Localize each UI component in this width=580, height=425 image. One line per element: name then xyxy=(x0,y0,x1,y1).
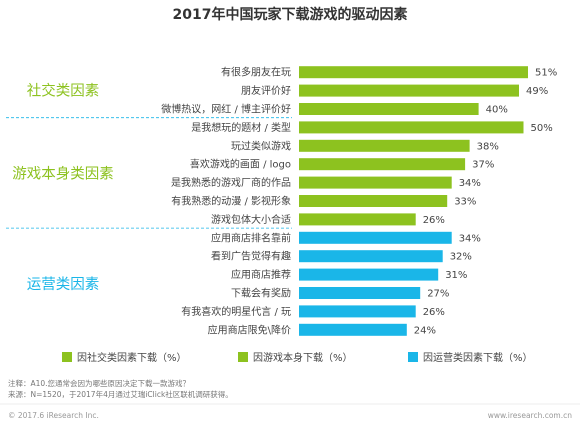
data-label: 26% xyxy=(423,215,445,226)
bar xyxy=(299,231,452,244)
category-label: 是我熟悉的游戏厂商的作品 xyxy=(171,176,291,189)
legend-label: 因社交类因素下载（%） xyxy=(77,351,187,364)
category-label: 朋友评价好 xyxy=(241,84,291,97)
category-label: 有我喜欢的明星代言 / 玩 xyxy=(181,305,291,318)
bar xyxy=(299,250,443,263)
data-label: 26% xyxy=(423,307,445,318)
data-label: 50% xyxy=(531,123,553,134)
data-label: 33% xyxy=(454,197,476,208)
source-text: 来源：N=1520，于2017年4月通过艾瑞iClick社区联机调研获得。 xyxy=(8,389,233,399)
footer-copyright: © 2017.6 iResearch Inc. xyxy=(8,411,99,420)
legend-swatch xyxy=(238,352,248,362)
bar xyxy=(299,213,416,226)
category-label: 下载会有奖励 xyxy=(231,287,291,300)
data-label: 27% xyxy=(427,289,449,300)
legend-label: 因游戏本身下载（%） xyxy=(253,351,353,364)
group-label: 社交类因素 xyxy=(27,82,100,100)
category-label: 游戏包体大小合适 xyxy=(211,213,291,226)
group-label: 游戏本身类因素 xyxy=(12,165,114,182)
category-label: 玩过类似游戏 xyxy=(231,139,291,152)
data-label: 38% xyxy=(477,141,499,152)
data-label: 32% xyxy=(450,252,472,263)
bar xyxy=(299,66,528,79)
category-label: 应用商店推荐 xyxy=(231,268,291,281)
legend: 因社交类因素下载（%） 因游戏本身下载（%） 因运营类因素下载（%） xyxy=(62,351,533,364)
note-text: 注释：A10.您通常会因为哪些原因决定下载一款游戏？ xyxy=(8,378,190,388)
category-label: 微博热议，网红 / 博主评价好 xyxy=(161,103,291,116)
bar xyxy=(299,84,519,97)
data-label: 34% xyxy=(459,233,481,244)
bar xyxy=(299,103,479,115)
data-label: 37% xyxy=(472,160,494,171)
data-label: 24% xyxy=(414,325,436,336)
legend-swatch xyxy=(62,352,72,362)
bar xyxy=(299,268,439,281)
data-label: 51% xyxy=(535,68,557,79)
category-label: 应用商店限免\降价 xyxy=(208,323,291,336)
bar xyxy=(299,323,407,336)
legend-label: 因运营类因素下载（%） xyxy=(423,351,533,364)
category-label: 应用商店排名靠前 xyxy=(211,231,291,244)
data-label: 40% xyxy=(486,105,508,116)
bar xyxy=(299,121,524,134)
bar xyxy=(299,158,466,171)
data-label: 31% xyxy=(445,270,467,281)
bar xyxy=(299,195,448,207)
category-label: 有很多朋友在玩 xyxy=(221,66,291,79)
category-label: 是我想玩的题材 / 类型 xyxy=(191,121,291,134)
category-label: 喜欢游戏的画面 / logo xyxy=(190,158,291,171)
legend-swatch xyxy=(408,352,418,362)
category-label: 看到广告觉得有趣 xyxy=(211,250,291,263)
footer-url: www.iresearch.com.cn xyxy=(488,411,573,420)
data-label: 34% xyxy=(459,178,481,189)
bars-layer: 有很多朋友在玩 51% 朋友评价好 49% 微博热议，网红 / 博主评价好 40% 社交类因… xyxy=(6,66,557,336)
chart-title: 2017年中国玩家下载游戏的驱动因素 xyxy=(173,6,408,23)
group-label: 运营类因素 xyxy=(27,276,100,293)
bar xyxy=(299,287,421,299)
bar xyxy=(299,139,470,152)
data-label: 49% xyxy=(526,86,548,97)
bar xyxy=(299,305,416,318)
bar xyxy=(299,176,452,189)
category-label: 有我熟悉的动漫 / 影视形象 xyxy=(171,195,291,208)
